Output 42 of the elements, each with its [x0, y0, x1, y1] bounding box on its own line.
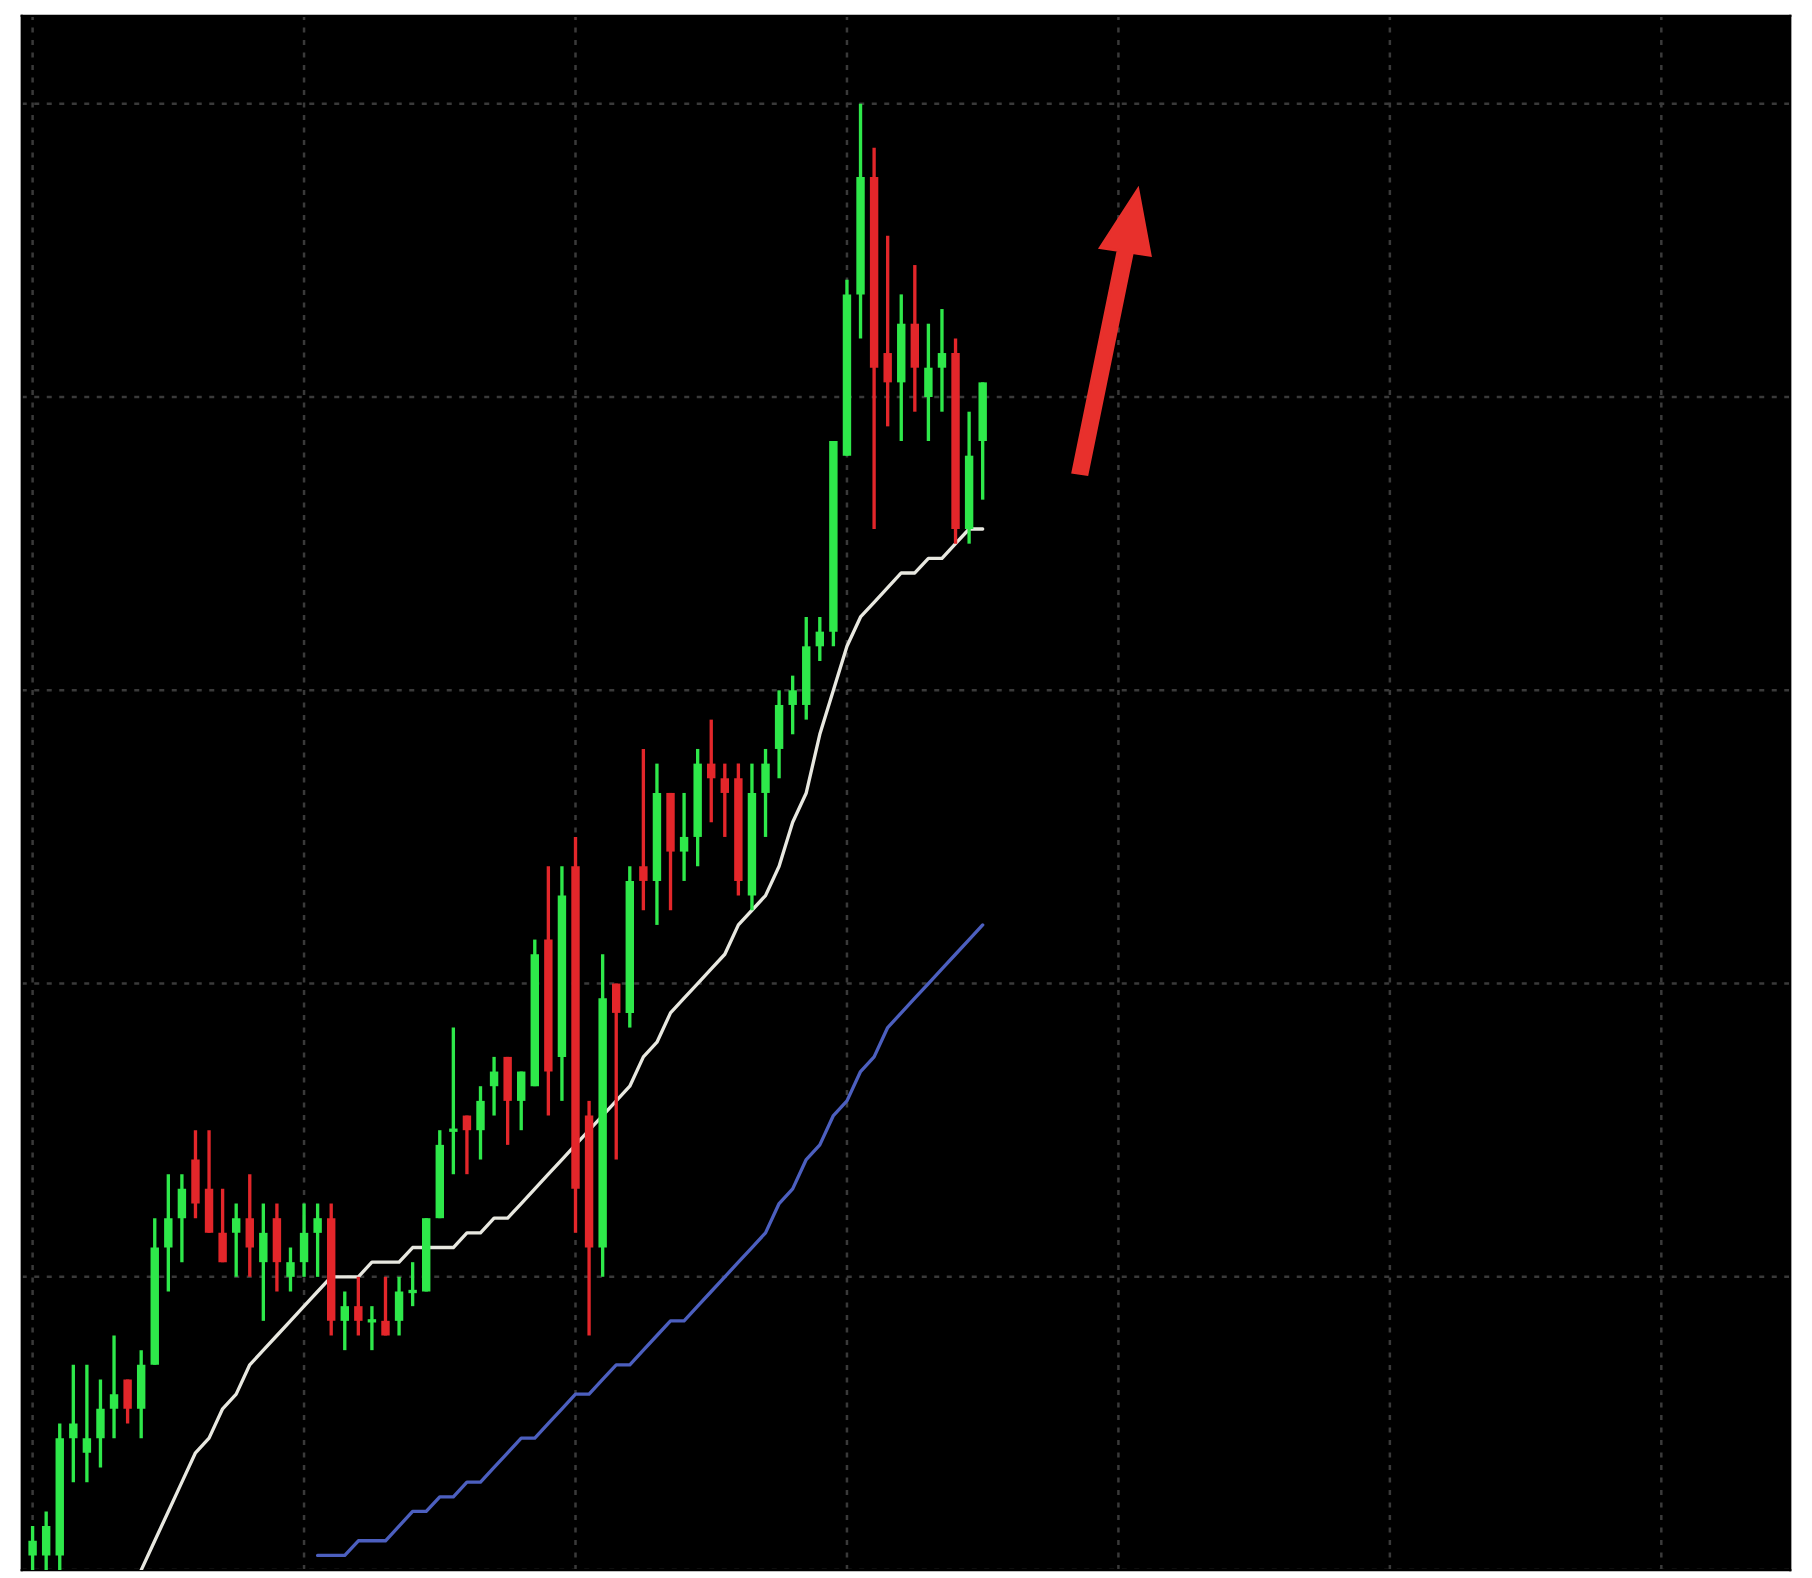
- candlestick: [517, 1069, 526, 1132]
- candlestick: [272, 1201, 282, 1294]
- candlestick: [164, 1172, 173, 1294]
- candlestick: [612, 981, 621, 1162]
- candlestick: [815, 615, 825, 663]
- candlestick: [462, 1113, 472, 1176]
- candlestick: [313, 1201, 322, 1279]
- candlestick: [191, 1128, 200, 1220]
- candlestick: [82, 1363, 92, 1484]
- candlestick: [394, 1275, 404, 1338]
- candlestick: [788, 673, 797, 736]
- candlestick: [937, 307, 947, 414]
- candlestick: [924, 322, 933, 443]
- candlestick: [286, 1245, 295, 1294]
- candlestick: [136, 1348, 146, 1440]
- candlestick: [761, 747, 770, 839]
- candlestick: [354, 1275, 363, 1338]
- candlestick: [123, 1377, 132, 1426]
- candlestick: [231, 1201, 241, 1279]
- candlestick: [245, 1172, 254, 1279]
- candlestick: [639, 747, 648, 912]
- candlestick: [883, 234, 892, 429]
- candlestick: [218, 1187, 227, 1264]
- candlestick: [259, 1201, 268, 1323]
- candlestick: [96, 1377, 105, 1470]
- candlestick: [340, 1289, 349, 1352]
- candlestick: [204, 1128, 214, 1235]
- candlestick: [109, 1333, 119, 1440]
- candlestick: [69, 1363, 78, 1484]
- candlestick: [41, 1509, 51, 1571]
- candlestick: [177, 1172, 187, 1264]
- candlestick: [774, 688, 784, 780]
- candlestick: [707, 717, 716, 824]
- candlestick: [720, 761, 730, 839]
- candlestick: [299, 1201, 309, 1279]
- candlestick: [476, 1084, 485, 1162]
- candlestick: [489, 1055, 499, 1118]
- candlestick: [28, 1524, 37, 1571]
- candlestick: [503, 1055, 512, 1147]
- candlestick: [381, 1275, 390, 1338]
- candlestick: [910, 263, 920, 414]
- candlestick: [679, 791, 689, 883]
